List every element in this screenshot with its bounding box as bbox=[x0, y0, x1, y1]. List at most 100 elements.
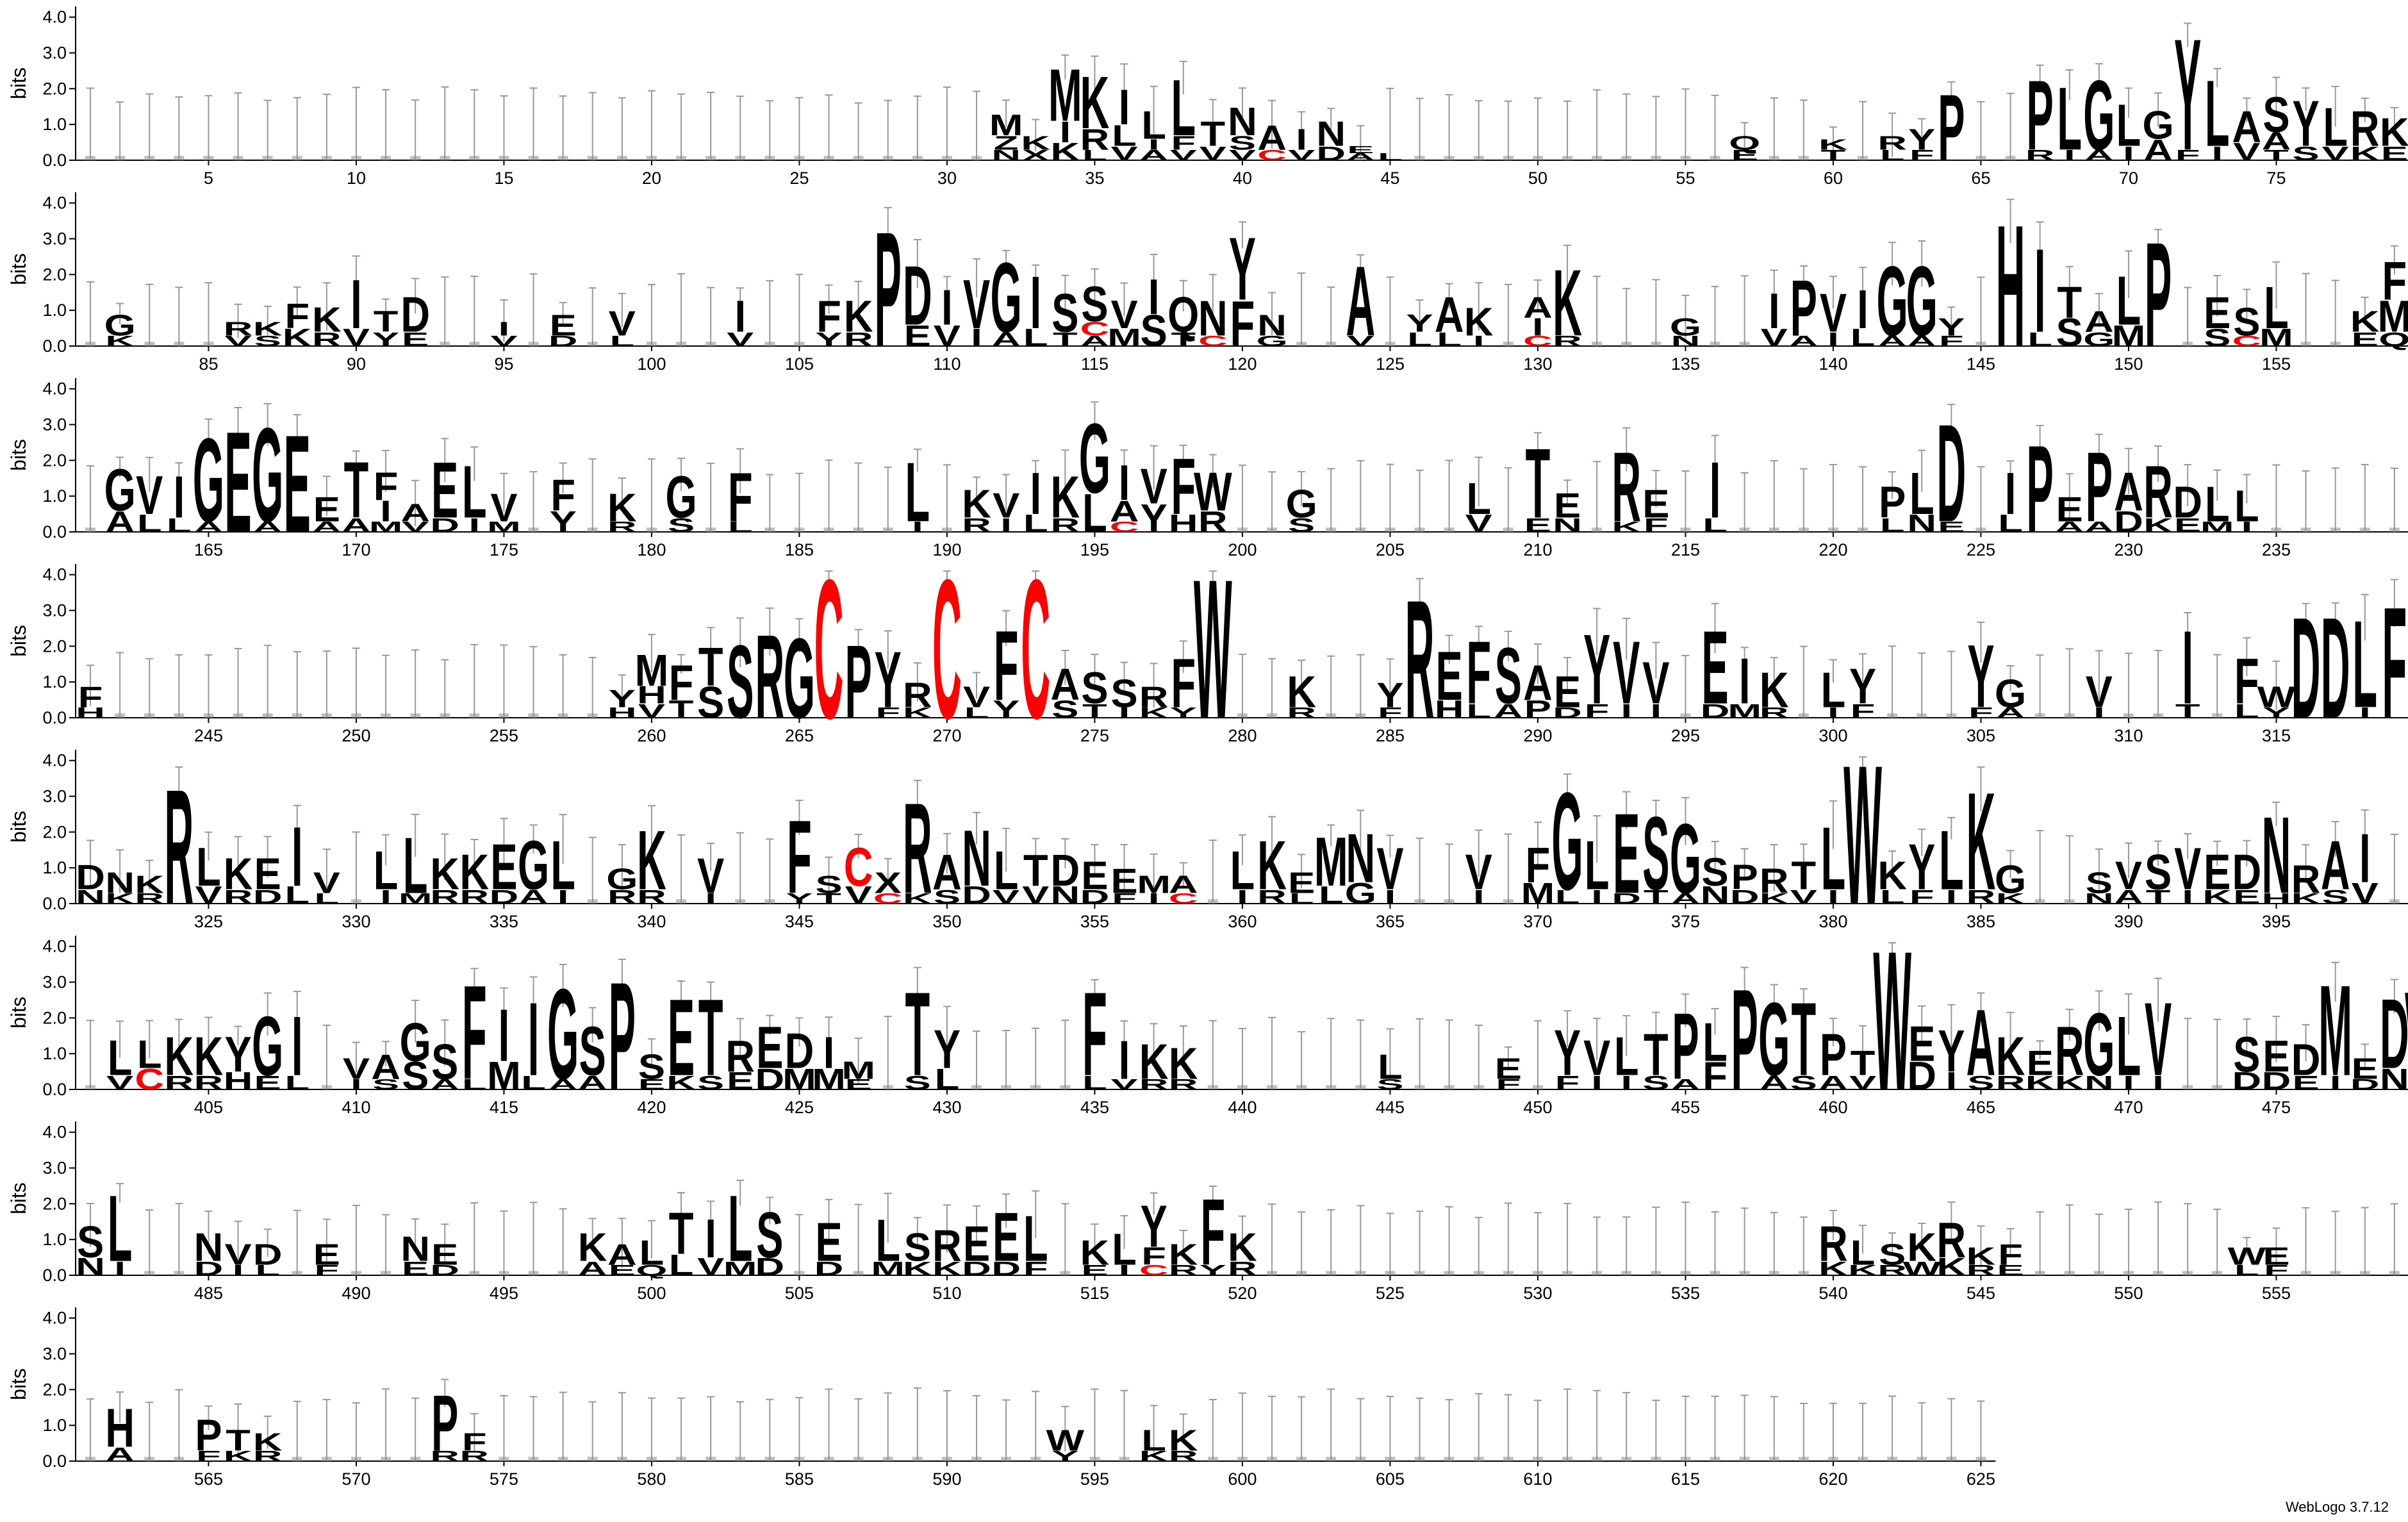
logo-letter: K bbox=[1080, 60, 1110, 144]
x-tick-label: 330 bbox=[342, 912, 370, 931]
logo-letter: D bbox=[2262, 1068, 2291, 1095]
logo-letter: S bbox=[1051, 282, 1078, 343]
y-tick-label: 1.0 bbox=[42, 1230, 67, 1249]
logo-letter: R bbox=[1139, 1076, 1169, 1093]
logo-letter: G bbox=[1345, 877, 1376, 910]
residue-smear bbox=[1651, 156, 1662, 160]
residue-smear bbox=[1296, 342, 1307, 346]
x-tick-label: 435 bbox=[1080, 1098, 1109, 1117]
residue-smear bbox=[292, 1457, 302, 1461]
logo-letter: K bbox=[1996, 1025, 2025, 1086]
logo-letter: E bbox=[2204, 845, 2231, 900]
logo-letter: V bbox=[993, 487, 1019, 525]
logo-letter: L bbox=[1230, 840, 1255, 900]
logo-letter: K bbox=[1612, 518, 1641, 535]
logo-letter: I bbox=[380, 494, 392, 527]
x-tick-label: 525 bbox=[1376, 1284, 1405, 1303]
residue-smear bbox=[1739, 527, 1750, 532]
x-tick-label: 35 bbox=[1085, 169, 1104, 188]
logo-letter: V bbox=[490, 486, 517, 530]
residue-smear bbox=[1503, 1457, 1513, 1461]
logo-letter: L bbox=[1880, 514, 1905, 536]
y-tick-label: 1.0 bbox=[42, 301, 67, 320]
logo-letter: F bbox=[1585, 700, 1610, 722]
y-tick-label: 4.0 bbox=[42, 1123, 67, 1142]
residue-smear bbox=[1207, 1085, 1218, 1089]
logo-letter: M bbox=[399, 890, 433, 907]
residue-smear bbox=[528, 527, 539, 532]
logo-letter: V bbox=[638, 700, 665, 722]
residue-smear bbox=[1769, 1271, 1779, 1275]
residue-smear bbox=[144, 156, 155, 160]
logo-letter: I bbox=[1060, 115, 1071, 149]
logo-letter: H bbox=[637, 682, 666, 709]
logo-letter: G bbox=[1995, 857, 2026, 902]
residue-smear bbox=[1769, 156, 1779, 160]
x-tick-label: 455 bbox=[1671, 1098, 1700, 1117]
logo-letter: S bbox=[727, 624, 754, 741]
logo-letter: Y bbox=[1908, 831, 1935, 904]
logo-letter: F bbox=[1171, 131, 1196, 154]
logo-letter: L bbox=[1998, 510, 2023, 538]
logo-letter: S bbox=[2292, 142, 2319, 165]
logo-letter: G bbox=[2083, 994, 2115, 1094]
x-tick-label: 385 bbox=[1967, 912, 1995, 931]
logo-letter: E bbox=[2381, 142, 2408, 165]
logo-letter: I bbox=[1119, 1262, 1130, 1278]
logo-letter: L bbox=[1112, 119, 1137, 153]
logo-letter: K bbox=[1967, 763, 1996, 919]
x-tick-label: 220 bbox=[1818, 540, 1847, 559]
logo-letter: A bbox=[1818, 1071, 1848, 1094]
residue-smear bbox=[2123, 1271, 2134, 1275]
logo-letter: D bbox=[76, 859, 105, 897]
logo-letter: G bbox=[400, 1011, 431, 1072]
logo-letter: E bbox=[2056, 490, 2083, 529]
residue-smear bbox=[646, 1457, 657, 1461]
logo-letter: S bbox=[1288, 514, 1315, 536]
residue-smear bbox=[1621, 342, 1632, 346]
logo-letter: G bbox=[104, 456, 136, 523]
residue-smear bbox=[1326, 1457, 1337, 1461]
logo-letter: E bbox=[2233, 886, 2260, 908]
logo-letter: V bbox=[1790, 886, 1817, 908]
residue-smear bbox=[115, 156, 126, 160]
residue-smear bbox=[1060, 1085, 1071, 1089]
residue-smear bbox=[1680, 527, 1691, 532]
logo-letter: N bbox=[1228, 99, 1257, 144]
logo-letter: D bbox=[1080, 886, 1110, 908]
logo-letter: M bbox=[635, 646, 669, 696]
logo-letter: I bbox=[1000, 514, 1012, 536]
residue-smear bbox=[823, 1457, 834, 1461]
residue-smear bbox=[941, 1457, 952, 1461]
logo-letter: V bbox=[2174, 835, 2201, 902]
logo-letter: I bbox=[499, 993, 510, 1077]
logo-letter: N bbox=[76, 1253, 105, 1281]
logo-letter: K bbox=[1967, 1243, 1996, 1270]
residue-smear bbox=[853, 156, 864, 160]
logo-letter: R bbox=[1760, 704, 1789, 721]
logo-letter: V bbox=[1200, 142, 1226, 165]
x-tick-label: 555 bbox=[2262, 1284, 2291, 1303]
residue-smear bbox=[469, 1271, 480, 1275]
residue-smear bbox=[1503, 899, 1513, 904]
residue-smear bbox=[557, 713, 568, 718]
residue-smear bbox=[1739, 1271, 1750, 1275]
residue-smear bbox=[1680, 713, 1691, 718]
logo-letter: S bbox=[697, 678, 724, 728]
logo-letter: R bbox=[1877, 131, 1907, 154]
x-tick-label: 300 bbox=[1818, 726, 1847, 745]
logo-letter: L bbox=[610, 333, 635, 349]
residue-smear bbox=[912, 1457, 923, 1461]
residue-smear bbox=[1710, 1457, 1720, 1461]
logo-letter: R bbox=[1553, 333, 1582, 349]
logo-letter: Y bbox=[609, 685, 636, 713]
x-tick-label: 105 bbox=[785, 354, 814, 374]
x-tick-label: 205 bbox=[1376, 540, 1405, 559]
x-tick-label: 515 bbox=[1080, 1284, 1109, 1303]
logo-letter: L bbox=[2264, 274, 2289, 341]
residue-smear bbox=[1267, 713, 1278, 718]
logo-letter: H bbox=[105, 1397, 135, 1458]
residue-smear bbox=[764, 342, 775, 346]
logo-letter: L bbox=[1466, 700, 1491, 722]
